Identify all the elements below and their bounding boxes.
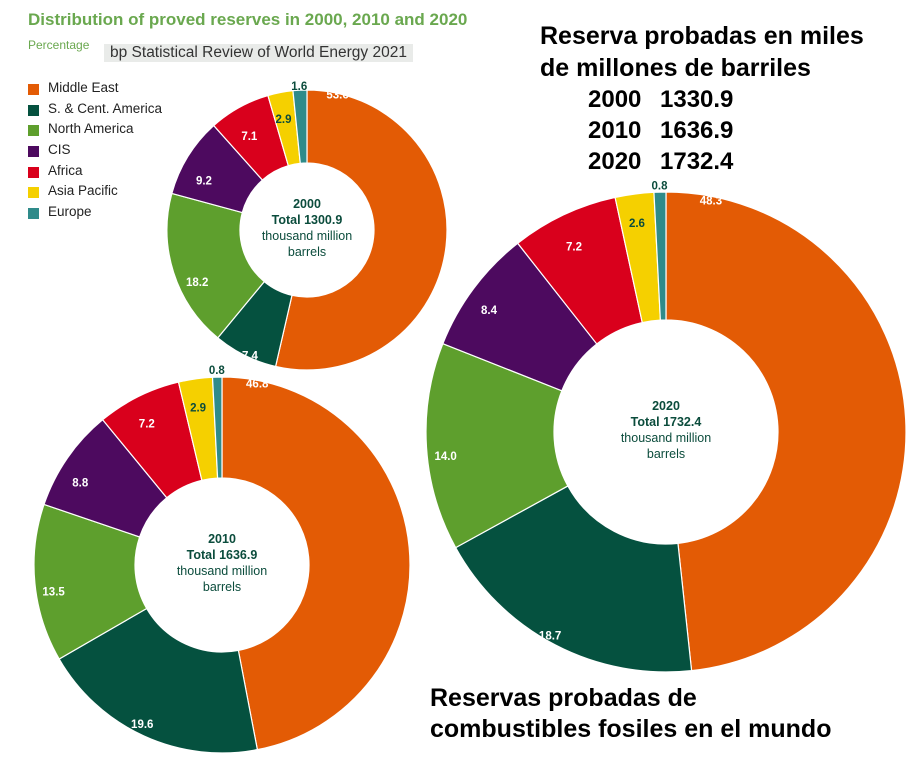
chart-title: Distribution of proved reserves in 2000,… <box>28 10 468 29</box>
legend-swatch <box>28 187 39 199</box>
reserves-annotation-title: Reserva probadas en miles de millones de… <box>540 20 864 84</box>
slice-north-america <box>166 192 266 339</box>
slice-value-label: 7.2 <box>139 418 155 430</box>
legend-label: Europe <box>48 204 92 220</box>
annotation-footer-line: Reservas probadas de <box>430 684 697 712</box>
slice-europe <box>211 376 223 479</box>
slice-value-label: 1.6 <box>291 81 307 93</box>
slice-value-label: 53.6 <box>326 89 348 101</box>
legend-label: Middle East <box>48 80 119 95</box>
slice-value-label: 8.4 <box>481 305 498 317</box>
slice-europe <box>653 191 667 321</box>
slice-s-cent-america <box>58 607 259 754</box>
slice-value-label: 18.7 <box>539 631 561 643</box>
reserves-annotation-footer: Reservas probadas de combustibles fosile… <box>430 683 831 745</box>
slice-middle-east <box>221 376 411 751</box>
slice-value-label: 7.2 <box>566 242 582 254</box>
center-unit: thousand million <box>262 229 352 243</box>
slice-value-label: 2.9 <box>190 403 206 415</box>
legend-label: S. & Cent. America <box>48 100 163 116</box>
slice-middle-east <box>274 89 448 371</box>
slice-middle-east <box>665 191 907 672</box>
annotation-title-line: de millones de barriles <box>540 54 811 82</box>
totals-value: 1732.4 <box>660 148 734 175</box>
annotation-title-line: Reserva probadas en miles <box>540 22 864 50</box>
slice-value-label: 46.8 <box>246 378 269 390</box>
legend-label: North America <box>48 121 134 137</box>
center-total: Total 1300.9 <box>272 213 343 227</box>
center-unit: thousand million <box>621 431 711 445</box>
donut-chart-2000: 53.6 7.4 18.2 9.2 7.1 2.9 1.6 2000 Total 1300.9 t… <box>166 81 448 371</box>
center-year: 2000 <box>293 197 321 211</box>
slice-value-label: 0.8 <box>652 180 669 192</box>
chart-subtitle: Percentage <box>28 38 90 52</box>
annotation-footer-line: combustibles fosiles en el mundo <box>430 715 832 743</box>
totals-year: 2000 <box>588 86 642 113</box>
slice-value-label: 2.9 <box>276 114 292 126</box>
slice-value-label: 48.3 <box>700 195 722 207</box>
slice-value-label: 19.6 <box>131 719 153 731</box>
legend-swatch <box>28 104 39 116</box>
donut-chart-2020: 48.3 18.7 14.0 8.4 7.2 2.6 0.8 2020 Total 1732.4… <box>425 180 907 673</box>
legend-swatch <box>28 125 39 137</box>
legend-swatch <box>28 146 39 158</box>
totals-year: 2010 <box>588 117 642 144</box>
slice-value-label: 18.2 <box>186 277 208 289</box>
slice-s-cent-america <box>454 485 693 673</box>
legend-label: Asia Pacific <box>48 183 118 199</box>
slice-value-label: 2.6 <box>629 218 645 230</box>
legend-swatch <box>28 84 39 95</box>
center-total: Total 1636.9 <box>187 548 258 562</box>
legend-swatch <box>28 208 39 220</box>
center-unit: barrels <box>647 447 685 461</box>
totals-year: 2020 <box>588 148 642 175</box>
slice-north-america <box>33 503 148 660</box>
donut-chart-2010: 46.8 19.6 13.5 8.8 7.2 2.9 0.8 2010 Total 1636.9… <box>33 365 411 754</box>
legend-label: CIS <box>48 142 71 158</box>
totals-value: 1330.9 <box>660 86 734 113</box>
slice-value-label: 7.1 <box>241 131 258 143</box>
totals-value: 1636.9 <box>660 117 734 144</box>
slice-europe <box>292 89 308 164</box>
center-unit: thousand million <box>177 564 267 578</box>
slice-value-label: 7.4 <box>242 350 259 362</box>
slice-north-america <box>425 342 569 549</box>
slice-value-label: 13.5 <box>42 587 65 599</box>
slice-value-label: 8.8 <box>72 478 89 490</box>
center-unit: barrels <box>203 580 241 594</box>
slice-value-label: 9.2 <box>196 175 212 187</box>
legend-swatch <box>28 166 39 178</box>
center-total: Total 1732.4 <box>631 415 702 429</box>
source-watermark: bp Statistical Review of World Energy 20… <box>104 44 413 62</box>
slice-value-label: 14.0 <box>434 451 456 463</box>
legend-label: Africa <box>48 162 83 178</box>
center-unit: barrels <box>288 245 326 259</box>
center-year: 2010 <box>208 532 236 546</box>
slice-value-label: 0.8 <box>209 365 226 377</box>
center-year: 2020 <box>652 399 680 413</box>
